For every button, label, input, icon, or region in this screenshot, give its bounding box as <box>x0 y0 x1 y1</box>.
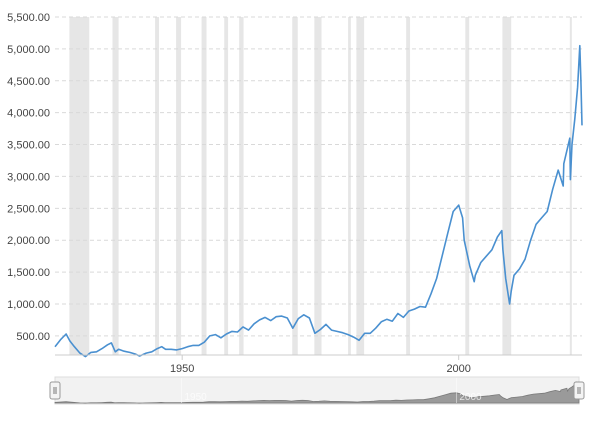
recession-band <box>239 17 244 355</box>
y-tick-label: 4,500.00 <box>7 76 50 88</box>
y-tick-label: 2,500.00 <box>7 203 50 215</box>
y-tick-label: 2,000.00 <box>7 235 50 247</box>
x-tick-label: 1950 <box>170 363 194 375</box>
y-tick-label: 1,000.00 <box>7 299 50 311</box>
series-line <box>54 44 583 358</box>
recession-band <box>502 17 512 355</box>
recession-band <box>176 17 182 355</box>
y-tick-label: 5,500.00 <box>7 12 50 24</box>
navigator-area <box>54 381 580 404</box>
recession-band <box>112 17 119 355</box>
recession-band <box>406 17 411 355</box>
navigator-tick-label: 2000 <box>459 392 482 403</box>
y-axis: 500.00 1,000.00 1,500.00 2,000.00 2,500.00 3,… <box>7 12 50 343</box>
y-tick-label: 500.00 <box>16 331 50 343</box>
recession-band <box>69 17 90 355</box>
range-navigator[interactable]: 1950 2000 <box>49 376 585 405</box>
recession-band <box>292 17 298 355</box>
recession-band <box>569 17 572 355</box>
y-tick-label: 5,000.00 <box>7 44 50 56</box>
y-tick-label: 3,000.00 <box>7 171 50 183</box>
navigator-left-handle[interactable] <box>49 381 61 400</box>
gridlines <box>55 16 582 337</box>
recession-band <box>465 17 470 355</box>
y-tick-label: 3,500.00 <box>7 140 50 152</box>
recession-band <box>155 17 159 355</box>
series-layer <box>54 44 583 358</box>
recession-bands <box>69 17 572 355</box>
recession-band <box>356 17 365 355</box>
y-tick-label: 1,500.00 <box>7 267 50 279</box>
recession-band <box>314 17 322 355</box>
recession-band <box>348 17 351 355</box>
y-tick-label: 4,000.00 <box>7 108 50 120</box>
navigator-labels: 1950 2000 <box>181 378 482 403</box>
x-axis: 1950 2000 <box>170 355 471 375</box>
navigator-right-handle[interactable] <box>573 381 585 400</box>
recession-band <box>201 17 207 355</box>
recession-band <box>224 17 229 355</box>
navigator-tick-label: 1950 <box>184 392 207 403</box>
x-tick-label: 2000 <box>446 363 470 375</box>
